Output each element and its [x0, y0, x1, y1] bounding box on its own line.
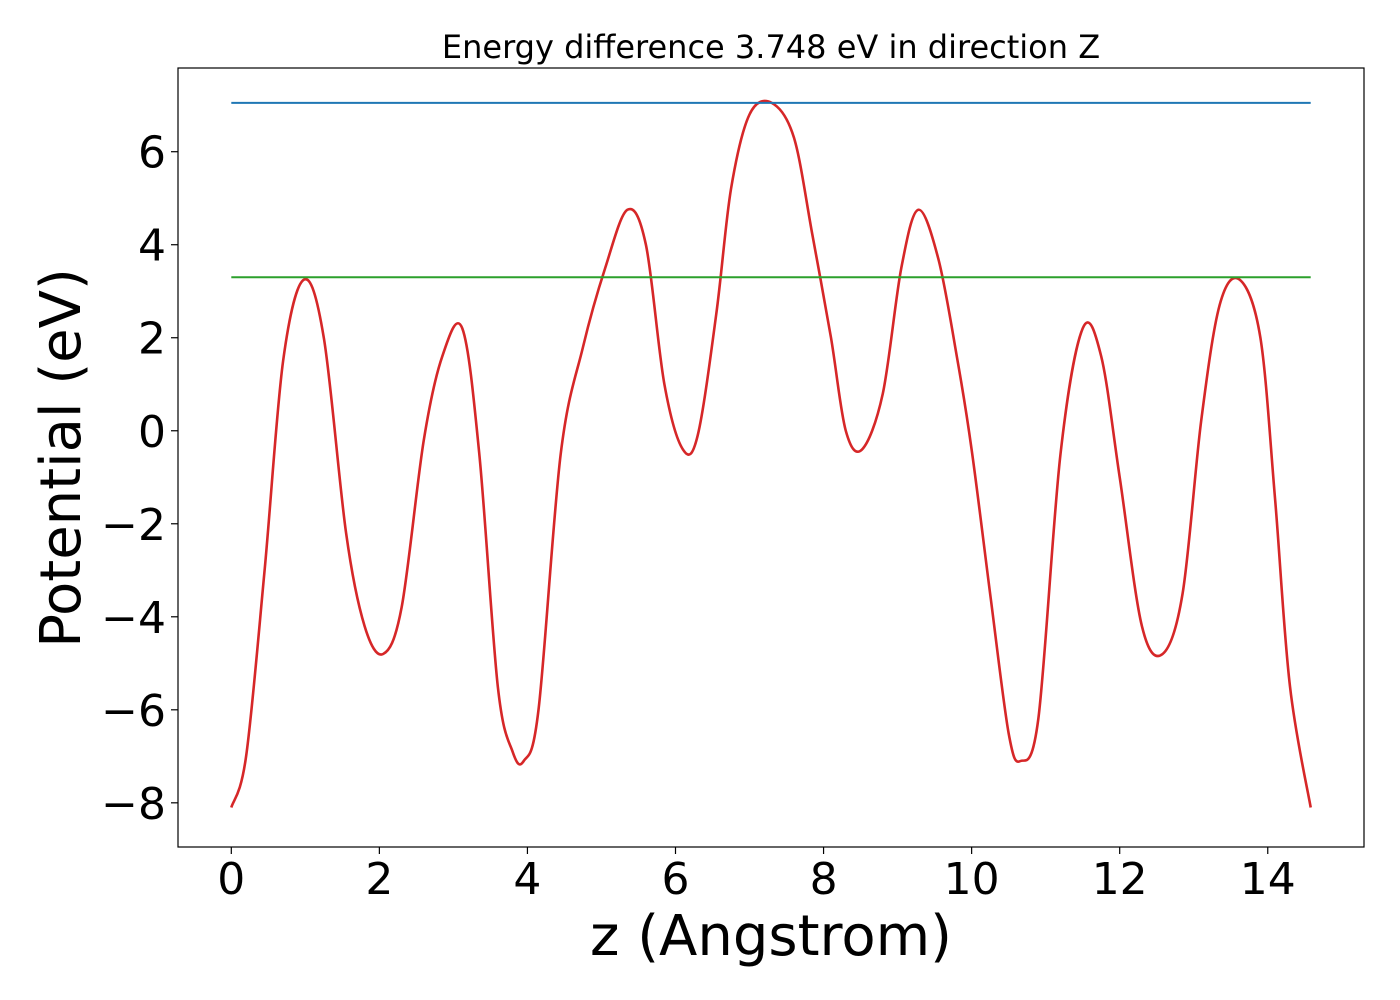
y-tick-label: −4 [101, 593, 166, 644]
y-tick-label: 2 [138, 314, 166, 365]
series-layer [230, 99, 1312, 808]
series-line-1 [230, 99, 1312, 808]
x-tick-label: 10 [944, 854, 1000, 905]
y-tick-label: −6 [101, 686, 166, 737]
y-tick-label: 4 [138, 221, 166, 272]
y-tick-label: 6 [138, 128, 166, 179]
x-axis-ticks: 0 2 4 6 8 10 12 14 [217, 847, 1296, 905]
chart-title: Energy difference 3.748 eV in direction … [442, 28, 1100, 66]
y-tick-label: 0 [138, 407, 166, 458]
y-tick-label: −2 [101, 500, 166, 551]
x-tick-label: 6 [661, 854, 689, 905]
y-axis-ticks: −8 −6 −4 −2 0 2 4 6 [101, 128, 178, 830]
plot-area-frame [177, 67, 1365, 848]
y-axis-label: Potential (eV) [29, 268, 94, 648]
x-tick-label: 12 [1092, 854, 1148, 905]
x-tick-label: 0 [217, 854, 245, 905]
x-tick-label: 8 [810, 854, 838, 905]
x-tick-label: 14 [1240, 854, 1296, 905]
x-tick-label: 4 [513, 854, 541, 905]
x-axis-label: z (Angstrom) [590, 904, 952, 969]
y-tick-label: −8 [101, 779, 166, 830]
x-tick-label: 2 [365, 854, 393, 905]
